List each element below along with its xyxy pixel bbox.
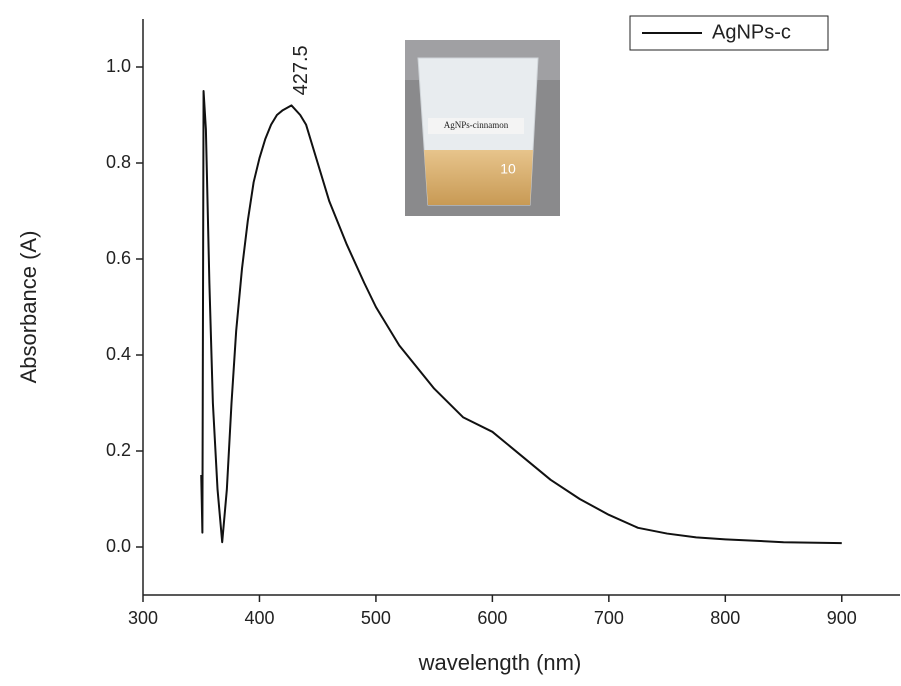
y-tick-label: 0.8	[106, 152, 131, 172]
x-tick-label: 400	[244, 608, 274, 628]
legend-label: AgNPs-c	[712, 21, 791, 43]
inset-photo: AgNPs-cinnamon 10	[405, 40, 560, 216]
x-tick-label: 300	[128, 608, 158, 628]
y-tick-label: 0.6	[106, 248, 131, 268]
inset-label: AgNPs-cinnamon	[444, 120, 509, 130]
x-tick-label: 800	[710, 608, 740, 628]
x-tick-label: 500	[361, 608, 391, 628]
y-tick-label: 0.4	[106, 344, 131, 364]
x-tick-label: 700	[594, 608, 624, 628]
y-axis-title: Absorbance (A)	[16, 231, 41, 384]
y-tick-label: 0.2	[106, 440, 131, 460]
inset-mark: 10	[500, 161, 516, 177]
annotation: 427.5	[290, 45, 312, 95]
y-tick-label: 0.0	[106, 536, 131, 556]
y-tick-label: 1.0	[106, 56, 131, 76]
data-line	[200, 90, 842, 545]
x-tick-label: 600	[477, 608, 507, 628]
x-tick-label: 900	[827, 608, 857, 628]
x-axis-title: wavelength (nm)	[418, 650, 582, 675]
